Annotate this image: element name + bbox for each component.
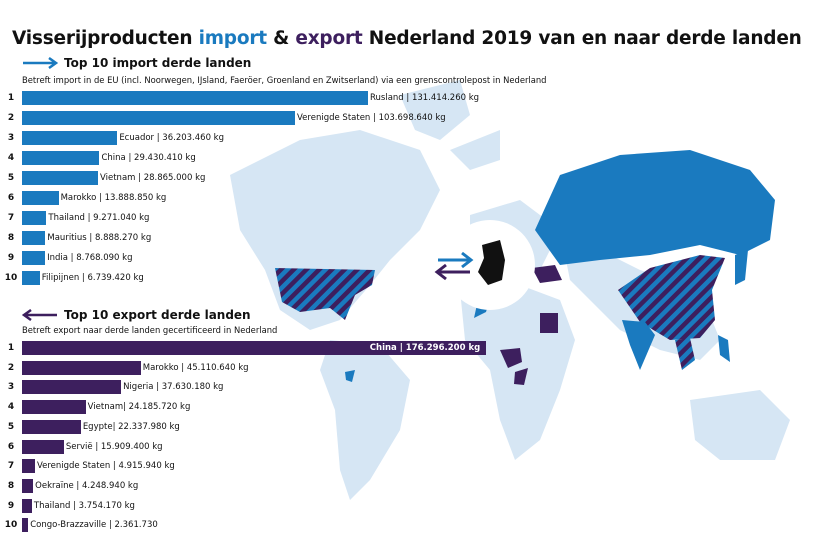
bar-label: Marokko | 13.888.850 kg xyxy=(60,193,167,203)
bar-rank: 7 xyxy=(7,213,15,223)
egypt-shape xyxy=(540,313,558,333)
bar xyxy=(22,91,368,105)
bar-label: Egypte| 22.337.980 kg xyxy=(82,421,180,432)
bar-label: Mauritius | 8.888.270 kg xyxy=(47,233,152,243)
bar-label: Servië | 15.909.400 kg xyxy=(65,441,163,452)
ukraine-shape xyxy=(532,265,562,283)
export-title: Top 10 export derde landen xyxy=(64,308,251,322)
bar-rank: 9 xyxy=(7,500,15,511)
bar xyxy=(22,111,296,125)
bar-rank: 10 xyxy=(4,520,18,531)
bar xyxy=(22,271,40,285)
bar-label: Verenigde Staten | 4.915.940 kg xyxy=(36,461,175,472)
bar-rank: 7 xyxy=(7,461,15,472)
bar-rank: 1 xyxy=(7,93,15,103)
bar xyxy=(22,211,47,225)
import-heading: Top 10 import derde landen xyxy=(22,56,251,70)
bar-rank: 6 xyxy=(7,193,15,203)
title-text: Nederland 2019 van en naar derde landen xyxy=(362,28,802,49)
bar-rank: 8 xyxy=(7,480,15,491)
bar-rank: 8 xyxy=(7,233,15,243)
netherlands-shape xyxy=(478,240,505,285)
bar-label: Marokko | 45.110.640 kg xyxy=(142,362,249,373)
philippines-shape xyxy=(718,335,730,362)
page-title: Visserijproducten import & export Nederl… xyxy=(12,28,802,49)
bar xyxy=(22,400,86,415)
bar-rank: 6 xyxy=(7,441,15,452)
title-text: Visserijproducten xyxy=(12,28,199,49)
bar xyxy=(22,171,98,185)
bar-label: Vietnam | 28.865.000 kg xyxy=(100,173,206,183)
bar xyxy=(22,360,141,375)
bar-label: China | 176.296.200 kg xyxy=(369,343,481,353)
bar-rank: 1 xyxy=(7,343,15,353)
bar xyxy=(22,341,487,355)
usa-shape xyxy=(275,268,375,320)
congo-shape xyxy=(514,368,528,385)
title-text: & xyxy=(266,28,296,49)
bar xyxy=(22,151,100,165)
bar-rank: 2 xyxy=(7,362,15,373)
bar-label: Thailand | 3.754.170 kg xyxy=(33,500,135,511)
bar-rank: 4 xyxy=(7,402,15,413)
nigeria-shape xyxy=(500,348,522,368)
bar-rank: 2 xyxy=(7,113,15,123)
bar xyxy=(22,131,118,145)
bar-label: China | 29.430.410 kg xyxy=(101,153,196,163)
bar-label: Congo-Brazzaville | 2.361.730 xyxy=(30,520,158,531)
bar-rank: 5 xyxy=(7,421,15,432)
bar-rank: 9 xyxy=(7,253,15,263)
bar xyxy=(22,478,34,493)
bar xyxy=(22,498,32,513)
bar-rank: 3 xyxy=(7,382,15,393)
import-subtitle: Betreft import in de EU (incl. Noorwegen… xyxy=(22,75,547,85)
bar xyxy=(22,439,64,454)
bar xyxy=(22,251,46,265)
china-shape xyxy=(618,255,725,340)
bar-label: Ecuador | 36.203.460 kg xyxy=(119,133,224,143)
russia-shape xyxy=(535,150,775,265)
bar-rank: 4 xyxy=(7,153,15,163)
export-subtitle: Betreft export naar derde landen gecerti… xyxy=(22,325,278,335)
bar-label: Rusland | 131.414.260 kg xyxy=(370,93,480,103)
arrow-right-icon xyxy=(23,57,58,69)
southeast-asia-shape xyxy=(675,338,695,370)
bar-label: Nigeria | 37.630.180 kg xyxy=(123,382,224,393)
bar xyxy=(22,419,81,434)
bar-rank: 10 xyxy=(4,273,18,283)
import-arrow-icon xyxy=(438,251,474,269)
arrow-left-icon xyxy=(22,309,57,321)
export-arrow-icon xyxy=(434,263,470,281)
india-shape xyxy=(622,320,655,370)
bar-rank: 3 xyxy=(7,133,15,143)
import-title: Top 10 import derde landen xyxy=(64,56,252,70)
bar-label: Vietnam| 24.185.720 kg xyxy=(87,402,191,413)
export-heading: Top 10 export derde landen xyxy=(22,308,251,322)
bar xyxy=(22,518,29,533)
bar-label: Verenigde Staten | 103.698.640 kg xyxy=(297,113,446,123)
bar xyxy=(22,191,59,205)
bar-label: Filipijnen | 6.739.420 kg xyxy=(41,273,144,283)
bar xyxy=(22,380,122,395)
ecuador-shape xyxy=(345,370,355,382)
bar xyxy=(22,231,46,245)
title-export-word: export xyxy=(295,28,363,49)
bar-label: Oekraïne | 4.248.940 kg xyxy=(35,480,139,491)
bar-label: Thailand | 9.271.040 kg xyxy=(48,213,150,223)
bar-rank: 5 xyxy=(7,173,15,183)
title-import-word: import xyxy=(198,28,268,49)
bar-label: India | 8.768.090 kg xyxy=(47,253,133,263)
bar xyxy=(22,459,35,474)
japan-shape xyxy=(735,250,748,285)
